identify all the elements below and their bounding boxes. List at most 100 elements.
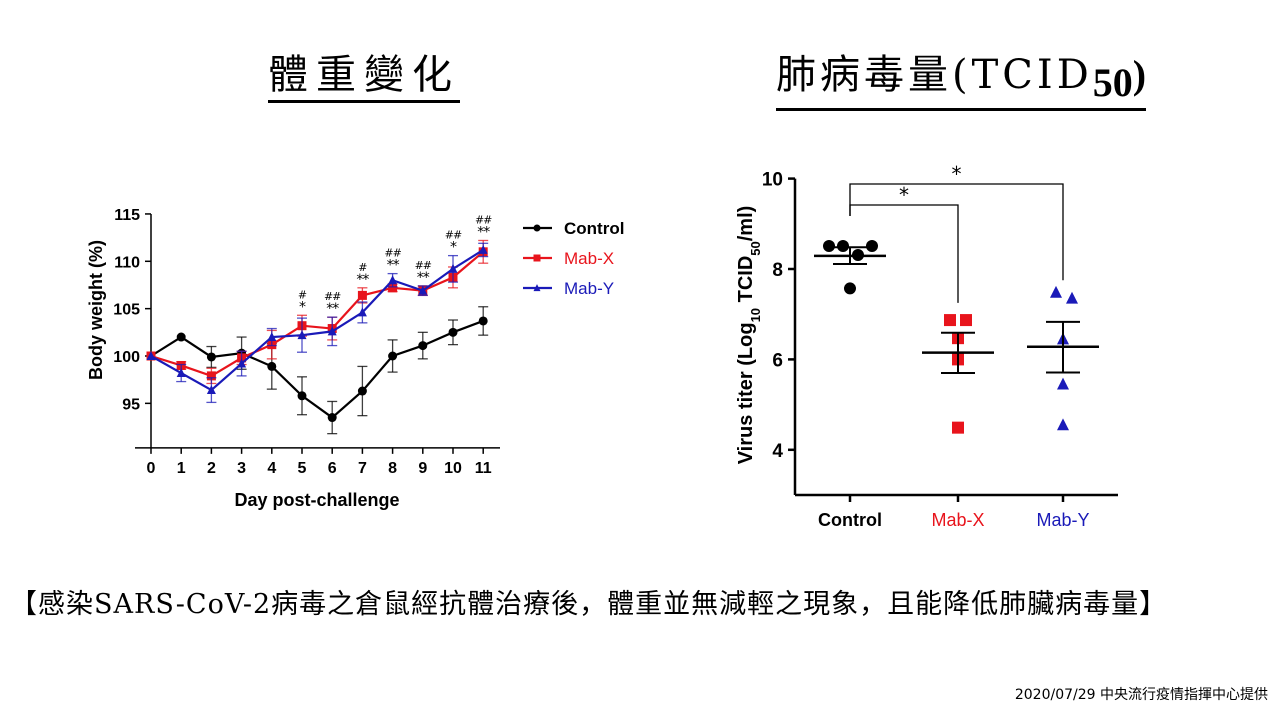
data-point: [267, 332, 277, 342]
lung-virus-title: 肺病毒量(TCID50): [776, 52, 1147, 111]
data-point: [844, 282, 856, 295]
significance-star: *: [450, 240, 457, 256]
significance-hash: ##: [415, 259, 432, 272]
legend-label: Mab-Y: [564, 279, 614, 298]
data-point: [448, 263, 458, 273]
series-mab-y: [146, 242, 489, 404]
data-point: [357, 290, 367, 300]
group-mab-x: [922, 314, 994, 434]
x-tick-label: Control: [818, 510, 882, 530]
x-tick-label: 11: [475, 460, 492, 477]
y-tick-label: 95: [122, 396, 140, 413]
legend-marker: [533, 254, 541, 262]
legend-label: Mab-X: [564, 249, 614, 268]
data-point: [960, 314, 972, 327]
x-tick-label: Mab-Y: [1036, 510, 1089, 530]
y-axis-label-part: Virus titer (Log: [735, 322, 757, 464]
legend-marker: [533, 224, 541, 232]
y-tick-label: 115: [114, 207, 140, 224]
data-point: [297, 391, 307, 401]
data-point: [206, 371, 216, 381]
data-point: [267, 361, 277, 371]
y-axis-label-part: /ml): [735, 206, 757, 242]
x-tick-label: 4: [267, 460, 276, 477]
lung-virus-title-sub: 50: [1092, 60, 1133, 105]
data-point: [206, 352, 216, 362]
credit: 2020/07/29 中央流行疫情指揮中心提供: [1014, 687, 1268, 703]
y-axis-label: Body weight (%): [86, 240, 106, 380]
x-tick-label: 10: [444, 460, 462, 477]
series-line: [150, 249, 484, 392]
significance-bracket: [849, 204, 959, 303]
y-axis-label-part: 50: [748, 241, 763, 255]
data-point: [478, 244, 488, 254]
series-line: [150, 250, 484, 378]
group-control: [814, 239, 886, 295]
significance-hash: #: [298, 288, 307, 301]
data-point: [146, 351, 156, 360]
data-point: [327, 326, 337, 336]
data-point: [952, 421, 964, 434]
data-point: [478, 316, 488, 326]
significance-hash: ##: [384, 247, 401, 260]
significance-hash: ##: [445, 229, 462, 242]
series-line: [150, 319, 484, 419]
y-tick-label: 6: [772, 350, 783, 371]
data-point: [388, 275, 398, 285]
data-point: [418, 285, 428, 295]
significance-bracket: [849, 183, 1064, 281]
x-tick-label: 7: [358, 460, 367, 477]
data-point: [448, 327, 458, 337]
significance-hash: #: [358, 261, 367, 274]
x-tick-label: Mab-X: [931, 510, 984, 530]
y-axis-label-part: 10: [748, 308, 763, 322]
significance-star: **: [417, 270, 430, 286]
data-point: [357, 307, 367, 317]
data-point: [388, 351, 398, 361]
data-point: [1050, 285, 1062, 298]
significance-star: **: [387, 258, 400, 274]
data-point: [237, 358, 247, 368]
data-point: [206, 385, 216, 395]
data-point: [837, 239, 849, 252]
x-tick-label: 0: [147, 460, 156, 477]
data-point: [418, 341, 428, 351]
significance-hash: ##: [324, 290, 341, 303]
y-tick-label: 8: [772, 260, 783, 281]
significance-hash: ##: [475, 213, 492, 226]
data-point: [823, 239, 835, 252]
x-tick-label: 6: [328, 460, 337, 477]
significance-star: **: [356, 272, 369, 288]
y-tick-label: 110: [114, 254, 140, 271]
data-point: [1057, 377, 1069, 390]
x-tick-label: 1: [177, 460, 186, 477]
x-tick-label: 3: [237, 460, 246, 477]
significance-star: **: [326, 301, 339, 317]
data-point: [866, 239, 878, 252]
legend-label: Control: [564, 219, 624, 238]
data-point: [297, 330, 307, 340]
data-point: [176, 332, 186, 342]
group-mab-y: [1027, 285, 1099, 431]
data-point: [1066, 291, 1078, 304]
data-point: [1057, 418, 1069, 431]
data-point: [327, 413, 337, 423]
significance-star: *: [952, 162, 962, 186]
legend-marker: [533, 284, 541, 292]
significance-star: **: [477, 224, 490, 240]
y-tick-label: 105: [113, 302, 140, 319]
data-point: [944, 314, 956, 327]
data-point: [388, 283, 398, 293]
lung-virus-title-close: ): [1132, 52, 1147, 97]
data-point: [357, 386, 367, 396]
significance-star: *: [299, 299, 306, 315]
y-tick-label: 4: [772, 441, 783, 462]
x-axis-label: Day post-challenge: [234, 490, 399, 510]
x-tick-label: 2: [207, 460, 216, 477]
y-axis-label-part: TCID: [735, 256, 757, 308]
x-tick-label: 5: [298, 460, 307, 477]
significance-star: *: [899, 183, 909, 207]
data-point: [176, 368, 186, 378]
y-axis-label: Virus titer (Log10 TCID50/ml): [735, 206, 763, 465]
